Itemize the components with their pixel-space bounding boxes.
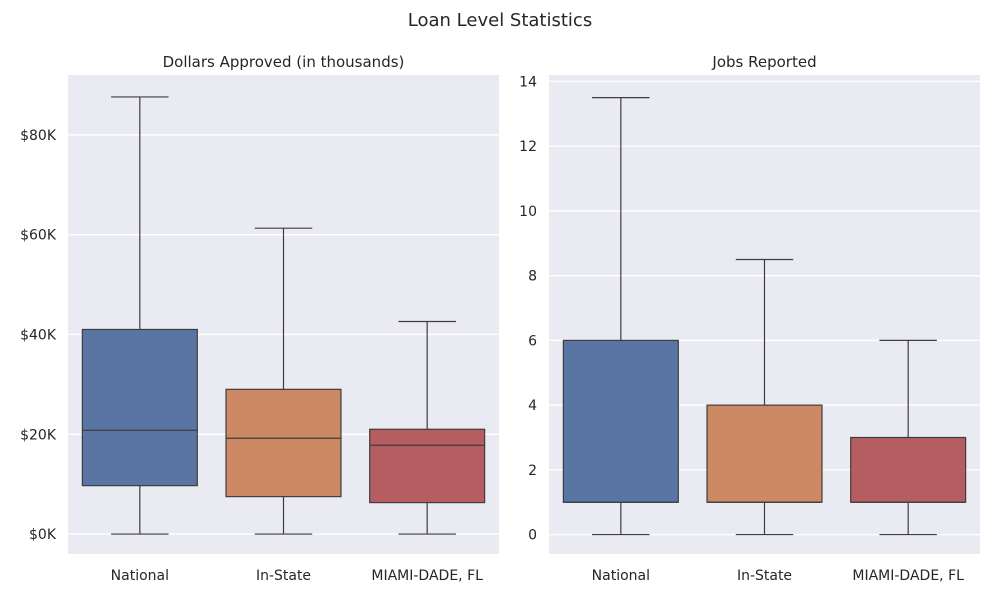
y-tick-label: $20K [20, 427, 57, 443]
panel-2: Jobs Reported 0 2 4 6 8 10 12 14 National In-State… [519, 53, 980, 584]
x-tick-label: National [592, 568, 650, 584]
y-tick-label: 0 [528, 528, 537, 544]
x-tick-label: MIAMI-DADE, FL [371, 568, 483, 584]
iqr-box [850, 436, 967, 503]
box-miami-dade-fl [850, 339, 967, 536]
y-tick-label: $0K [29, 527, 57, 543]
iqr-box [369, 428, 486, 504]
y-tick-label: $80K [20, 128, 57, 144]
panel-title: Jobs Reported [711, 53, 816, 71]
iqr-box [225, 388, 342, 498]
panel-1: Dollars Approved (in thousands) $0K $20K $4… [20, 53, 499, 584]
iqr-box [81, 328, 198, 487]
x-tick-label: National [111, 568, 169, 584]
x-tick-label: In-State [256, 568, 311, 584]
y-tick-label: 6 [528, 333, 537, 349]
box-in-state [225, 227, 342, 535]
box-national [562, 97, 679, 536]
x-tick-label: MIAMI-DADE, FL [852, 568, 964, 584]
y-tick-label: $60K [20, 228, 57, 244]
y-tick-label: 4 [528, 398, 537, 414]
box-miami-dade-fl [369, 320, 486, 535]
y-tick-label: 2 [528, 463, 537, 479]
panels: Dollars Approved (in thousands) $0K $20K $4… [20, 53, 980, 584]
iqr-box [562, 339, 679, 503]
box-national [81, 96, 198, 535]
y-tick-label: $40K [20, 327, 57, 343]
y-tick-label: 12 [519, 139, 537, 155]
y-tick-label: 8 [528, 269, 537, 285]
figure-title: Loan Level Statistics [408, 10, 592, 31]
iqr-box [706, 404, 823, 503]
panel-title: Dollars Approved (in thousands) [163, 53, 405, 71]
x-tick-label: In-State [737, 568, 792, 584]
y-tick-label: 10 [519, 204, 537, 220]
y-tick-label: 14 [519, 74, 537, 90]
box-in-state [706, 258, 823, 536]
